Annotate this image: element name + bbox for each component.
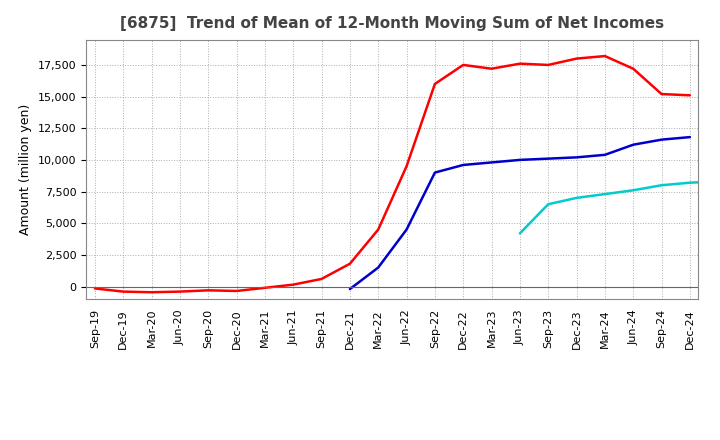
Title: [6875]  Trend of Mean of 12-Month Moving Sum of Net Incomes: [6875] Trend of Mean of 12-Month Moving … <box>120 16 665 32</box>
Y-axis label: Amount (million yen): Amount (million yen) <box>19 104 32 235</box>
